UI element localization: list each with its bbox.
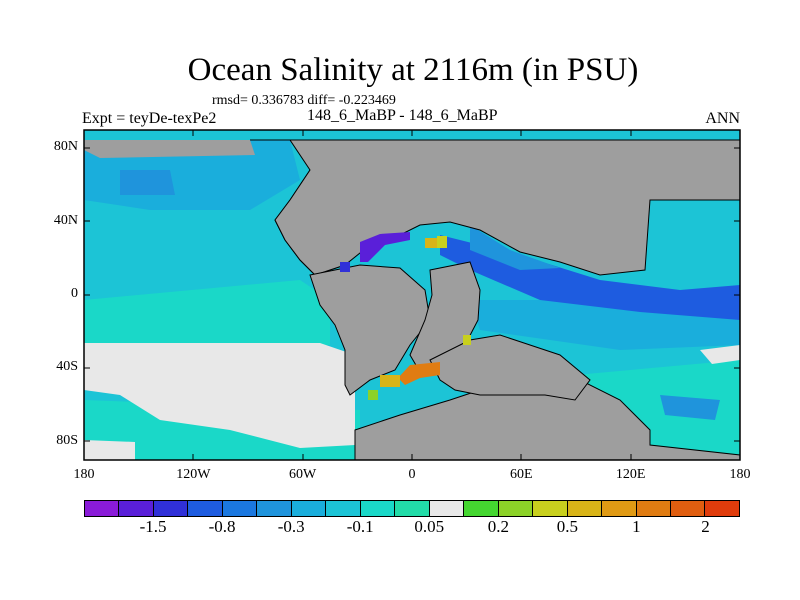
colorbar-swatch <box>498 501 534 516</box>
colorbar-swatch <box>602 501 637 516</box>
colorbar-swatch <box>119 501 154 516</box>
colorbar-label: 1 <box>632 517 641 536</box>
x-tick-label: 0 <box>408 467 416 482</box>
land-masses <box>84 139 741 461</box>
y-tick-label: 40N <box>53 212 78 228</box>
colorbar-label: 0.05 <box>414 517 445 536</box>
x-tick-label: 60W <box>289 467 317 482</box>
land-north-landmass <box>274 139 741 276</box>
colorbar-swatch <box>395 501 430 516</box>
case-label: 148_6_MaBP - 148_6_MaBP <box>307 107 498 124</box>
x-tick-label: 120W <box>176 467 211 482</box>
colorbar-label: 0.5 <box>556 517 578 536</box>
ocean-mid-patch <box>120 170 175 195</box>
colorbar-swatch <box>188 501 223 516</box>
colorbar <box>84 500 740 517</box>
ocean-mid-patch <box>660 395 720 420</box>
colorbar-swatch <box>464 501 499 516</box>
anomaly-patches <box>340 232 471 400</box>
colorbar-label: -1.5 <box>139 517 167 536</box>
positive-anomaly-cell <box>463 335 471 345</box>
colorbar-swatch <box>360 501 396 516</box>
colorbar-swatch <box>705 501 739 516</box>
colorbar-swatch <box>533 501 568 516</box>
land-arctic-strip <box>84 140 255 158</box>
colorbar-swatch <box>222 501 258 516</box>
y-tick-label: 40S <box>56 359 78 375</box>
x-tick-label: 180 <box>73 467 95 482</box>
ocean-light-patch <box>84 280 330 345</box>
season-label: ANN <box>705 110 740 127</box>
experiment-label: Expt = teyDe-texPe2 <box>82 110 217 127</box>
colorbar-swatch <box>670 501 706 516</box>
colorbar-label: 0.2 <box>487 517 509 536</box>
x-tick-label: 180 <box>729 467 751 482</box>
neutral-region <box>84 343 355 448</box>
colorbar-label: -0.1 <box>346 517 374 536</box>
positive-anomaly-cell <box>380 375 400 387</box>
positive-anomaly-cell <box>437 236 447 248</box>
y-tick-label: 80S <box>56 432 78 448</box>
y-tick-label: 80N <box>53 139 78 155</box>
colorbar-swatch <box>85 501 120 516</box>
colorbar-swatch <box>429 501 465 516</box>
ocean-deep-patch <box>470 225 560 270</box>
colorbar-label: -0.3 <box>277 517 305 536</box>
neutral-region <box>700 345 740 364</box>
colorbar-swatch <box>291 501 327 516</box>
stats-label: rmsd= 0.336783 diff= -0.223469 <box>212 93 396 108</box>
colorbar-swatch <box>567 501 603 516</box>
axis-ticks <box>84 130 740 460</box>
land-australia-antarctic <box>429 334 591 401</box>
y-tick-label: 0 <box>71 286 78 301</box>
neutral-region <box>84 440 135 460</box>
colorbar-label: 2 <box>701 517 710 536</box>
colorbar-swatch <box>153 501 189 516</box>
colorbar-swatch <box>636 501 671 516</box>
map-title: Ocean Salinity at 2116m (in PSU) <box>187 52 639 88</box>
colorbar-swatch <box>326 501 361 516</box>
x-tick-label: 120E <box>615 467 646 482</box>
colorbar-swatch <box>257 501 292 516</box>
negative-anomaly-cell <box>340 262 350 272</box>
positive-anomaly-cell <box>425 238 437 248</box>
positive-anomaly-strip <box>398 362 440 385</box>
positive-anomaly-cell <box>368 390 378 400</box>
colorbar-label: -0.8 <box>208 517 236 536</box>
x-tick-label: 60E <box>510 467 533 482</box>
negative-anomaly-strip <box>360 232 410 262</box>
